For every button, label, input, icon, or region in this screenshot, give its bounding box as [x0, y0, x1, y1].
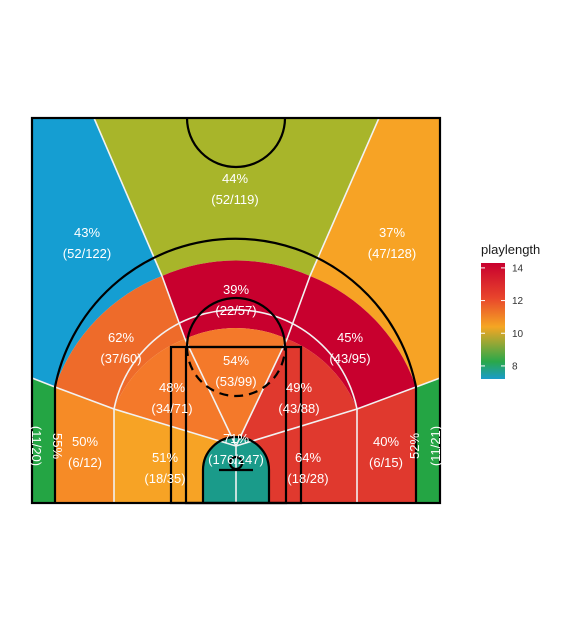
zone-pct: 43%: [74, 225, 100, 240]
zone-top-mid: [185, 328, 287, 446]
zone-top-3: [94, 118, 379, 276]
zone-pct: 37%: [379, 225, 405, 240]
zone-label-right-mid: 49% (43/88): [278, 380, 319, 416]
center-circle: [185, 117, 287, 169]
zone-labels: 55% (11/20) 52% (11/21) 43% (52/122) 44% (52/11…: [29, 171, 443, 486]
zone-made-att: (6/15): [369, 455, 403, 470]
zone-pct: 49%: [286, 380, 312, 395]
zone-pct: 50%: [72, 434, 98, 449]
zone-pct: 54%: [223, 353, 249, 368]
zone-label-restricted-area: 71% (176/247): [208, 431, 264, 467]
zone-made-att: (53/99): [215, 374, 256, 389]
zone-made-att: (18/35): [144, 471, 185, 486]
zone-label-left-baseline-mid: 51% (18/35): [144, 450, 185, 486]
zone-made-att: (22/57): [215, 303, 256, 318]
zone-label-right-corner-3: 52% (11/21): [407, 426, 443, 466]
inner-lane: [184, 345, 288, 505]
zone-label-right-baseline-long-2: 40% (6/15): [369, 434, 403, 470]
zone-made-att: (43/88): [278, 401, 319, 416]
three-point-line: [53, 237, 418, 503]
zone-made-att: (18/28): [287, 471, 328, 486]
zone-label-left-corner-3: 55% (11/20): [29, 426, 65, 466]
zone-pct: 64%: [295, 450, 321, 465]
zone-made-att: (11/21): [428, 426, 443, 466]
zone-pct: 45%: [337, 330, 363, 345]
zone-made-att: (34/71): [151, 401, 192, 416]
zone-pct: 51%: [152, 450, 178, 465]
legend-tick-label: 10: [512, 329, 524, 340]
free-throw-circle-top: [185, 296, 287, 348]
restricted-arc: [201, 435, 271, 503]
zone-boundaries: [31, 117, 441, 503]
zone-made-att: (176/247): [208, 452, 264, 467]
zone-made-att: (43/95): [329, 351, 370, 366]
zone-right-wing-3: [310, 118, 440, 387]
zone-left-mid: [114, 339, 236, 446]
free-throw-circle-bottom: [185, 346, 287, 398]
zone-right-baseline-long-2: [357, 387, 416, 503]
zone-made-att: (37/60): [100, 351, 141, 366]
zone-label-top-long-2: 39% (22/57): [215, 282, 256, 318]
zone-left-baseline-long-2: [55, 387, 114, 503]
zone-left-wing-long-2: [55, 276, 185, 409]
zone-pct: 62%: [108, 330, 134, 345]
zone-left-wing-3: [32, 118, 162, 387]
zone-pct: 40%: [373, 434, 399, 449]
zone-pct: 52%: [407, 433, 422, 459]
zone-right-mid: [236, 339, 357, 446]
zone-label-top-3: 44% (52/119): [211, 171, 258, 207]
zone-right-corner-3: [416, 378, 440, 503]
zone-made-att: (6/12): [68, 455, 102, 470]
zone-label-top-mid: 54% (53/99): [215, 353, 256, 389]
zone-pct: 39%: [223, 282, 249, 297]
zone-pct: 44%: [222, 171, 248, 186]
zone-made-att: (11/20): [29, 426, 44, 466]
legend-tick-label: 14: [512, 263, 524, 274]
zone-pct: 48%: [159, 380, 185, 395]
zone-made-att: (52/122): [63, 246, 111, 261]
legend-tick-label: 8: [512, 361, 518, 372]
court-lines: [30, 116, 442, 505]
legend-title: playlength: [481, 242, 540, 257]
legend-tick-label: 12: [512, 296, 524, 307]
zone-left-corner-3: [32, 378, 55, 503]
legend-colorbar: [481, 263, 505, 379]
legend-ticks: 8 10 12 14: [481, 263, 524, 372]
zone-made-att: (52/119): [211, 192, 258, 207]
zone-top-long-2: [162, 260, 310, 339]
zone-label-left-wing-long-2: 62% (37/60): [100, 330, 141, 366]
zone-label-right-baseline-mid: 64% (18/28): [287, 450, 328, 486]
zone-right-wing-long-2: [287, 276, 416, 409]
legend: playlength 8 10 12 14: [481, 242, 540, 379]
hoop: [228, 455, 244, 471]
zone-fills: [32, 118, 440, 503]
zone-label-left-baseline-long-2: 50% (6/12): [68, 434, 102, 470]
zone-pct: 71%: [223, 431, 249, 446]
zone-made-att: (47/128): [368, 246, 416, 261]
zone-label-right-wing-3: 37% (47/128): [368, 225, 416, 261]
zone-label-left-mid: 48% (34/71): [151, 380, 192, 416]
zone-pct: 55%: [50, 433, 65, 459]
zone-label-right-wing-long-2: 45% (43/95): [329, 330, 370, 366]
zone-label-left-wing-3: 43% (52/122): [63, 225, 111, 261]
